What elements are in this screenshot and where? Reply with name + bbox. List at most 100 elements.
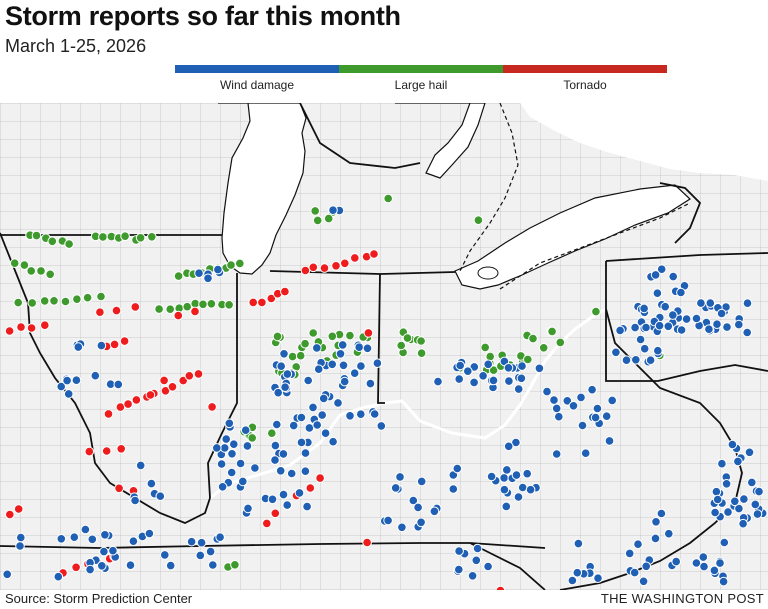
- wind-report-dot: [208, 560, 218, 570]
- wind-report-dot: [195, 550, 206, 561]
- wind-report-dot: [333, 398, 343, 408]
- wind-report-dot: [734, 503, 744, 514]
- wind-report-dot: [276, 361, 287, 372]
- wind-report-dot: [573, 538, 584, 549]
- wind-report-dot: [383, 515, 393, 526]
- wind-report-dot: [100, 530, 110, 540]
- wind-report-dot: [250, 463, 260, 473]
- wind-report-dot: [517, 361, 527, 371]
- tornado-report-dot: [362, 537, 372, 548]
- wind-report-dot: [733, 456, 743, 467]
- wind-report-dot: [656, 508, 667, 519]
- wind-report-dot: [513, 492, 524, 502]
- wind-report-dot: [90, 370, 101, 381]
- wind-report-dot: [339, 376, 350, 387]
- wind-report-dot: [663, 321, 674, 332]
- wind-report-dot: [739, 494, 749, 504]
- lake-michigan: [218, 103, 307, 275]
- tornado-report-dot: [340, 258, 350, 269]
- wind-report-dot: [572, 567, 583, 578]
- wind-report-dot: [660, 301, 671, 312]
- wind-report-dot: [408, 495, 419, 506]
- wind-report-dot: [337, 340, 348, 350]
- map-title: Storm reports so far this month: [5, 1, 401, 31]
- hail-report-dot: [147, 232, 157, 242]
- wind-report-dot: [56, 381, 67, 392]
- wind-report-dot: [429, 506, 440, 517]
- wind-report-dot: [312, 420, 323, 430]
- lake-erie: [454, 184, 691, 290]
- hail-report-dot: [45, 269, 56, 280]
- wind-report-dot: [216, 459, 227, 469]
- wind-report-dot: [130, 495, 140, 506]
- wind-report-dot: [542, 386, 552, 397]
- wind-report-dot: [270, 440, 281, 451]
- hail-report-dot: [473, 215, 484, 225]
- wind-report-dot: [15, 541, 25, 551]
- tornado-report-dot: [109, 339, 120, 350]
- wind-report-dot: [372, 358, 383, 369]
- wind-report-dot: [641, 561, 652, 572]
- tornado-report-dot: [331, 261, 341, 271]
- tornado-report-dot: [123, 399, 133, 409]
- wind-report-dot: [335, 349, 346, 359]
- wind-report-dot: [296, 412, 307, 423]
- tornado-report-dot: [350, 253, 360, 263]
- lake-ontario: [520, 103, 768, 181]
- wind-report-dot: [467, 571, 478, 581]
- wind-report-dot: [711, 486, 722, 497]
- tornado-report-dot: [130, 302, 141, 312]
- wind-report-dot: [99, 546, 109, 557]
- wind-report-dot: [280, 382, 290, 393]
- tornado-report-dot: [207, 402, 217, 412]
- wind-report-dot: [593, 573, 603, 584]
- wind-report-dot: [2, 569, 12, 580]
- wind-report-dot: [742, 298, 753, 308]
- wind-report-dot: [562, 396, 573, 406]
- wind-report-dot: [354, 342, 365, 352]
- tornado-report-dot: [160, 386, 171, 396]
- wind-report-dot: [750, 499, 761, 510]
- wind-report-dot: [656, 264, 667, 274]
- legend-label-tornado: Tornado: [563, 78, 607, 92]
- tornado-report-dot: [262, 518, 272, 529]
- tornado-report-dot: [257, 297, 267, 308]
- hail-report-dot: [308, 328, 319, 338]
- wind-report-dot: [144, 528, 155, 539]
- wind-report-dot: [238, 476, 248, 487]
- wind-report-dot: [654, 320, 665, 331]
- wind-report-dot: [345, 411, 355, 421]
- wind-report-dot: [362, 343, 373, 354]
- wind-report-dot: [502, 465, 512, 475]
- wind-report-dot: [128, 536, 139, 547]
- wind-report-dot: [641, 322, 651, 333]
- wind-report-dot: [567, 575, 578, 586]
- hail-report-dot: [310, 206, 321, 216]
- tornado-report-dot: [5, 509, 15, 520]
- wind-report-dot: [551, 449, 562, 459]
- hail-report-dot: [295, 350, 306, 361]
- wind-report-dot: [469, 377, 479, 388]
- hail-report-dot: [98, 232, 108, 242]
- tornado-report-dot: [13, 504, 24, 514]
- hail-report-dot: [64, 239, 74, 249]
- wind-report-dot: [196, 537, 207, 548]
- tornado-report-dot: [305, 483, 316, 493]
- wind-report-dot: [213, 264, 223, 275]
- tornado-report-dot: [315, 473, 325, 483]
- hail-report-dot: [416, 348, 427, 358]
- tornado-report-dot: [369, 249, 379, 259]
- wind-report-dot: [416, 476, 427, 487]
- wind-report-dot: [522, 468, 533, 479]
- tornado-report-dot: [111, 305, 122, 316]
- wind-report-dot: [681, 314, 692, 324]
- map-canvas: [0, 103, 768, 590]
- hail-report-dot: [312, 215, 323, 226]
- wind-report-dot: [146, 478, 157, 489]
- wind-report-dot: [328, 436, 338, 447]
- wind-report-dot: [652, 288, 663, 298]
- wind-report-dot: [712, 494, 723, 505]
- hail-report-dot: [49, 296, 59, 306]
- wind-report-dot: [503, 441, 514, 452]
- hail-report-dot: [154, 304, 164, 314]
